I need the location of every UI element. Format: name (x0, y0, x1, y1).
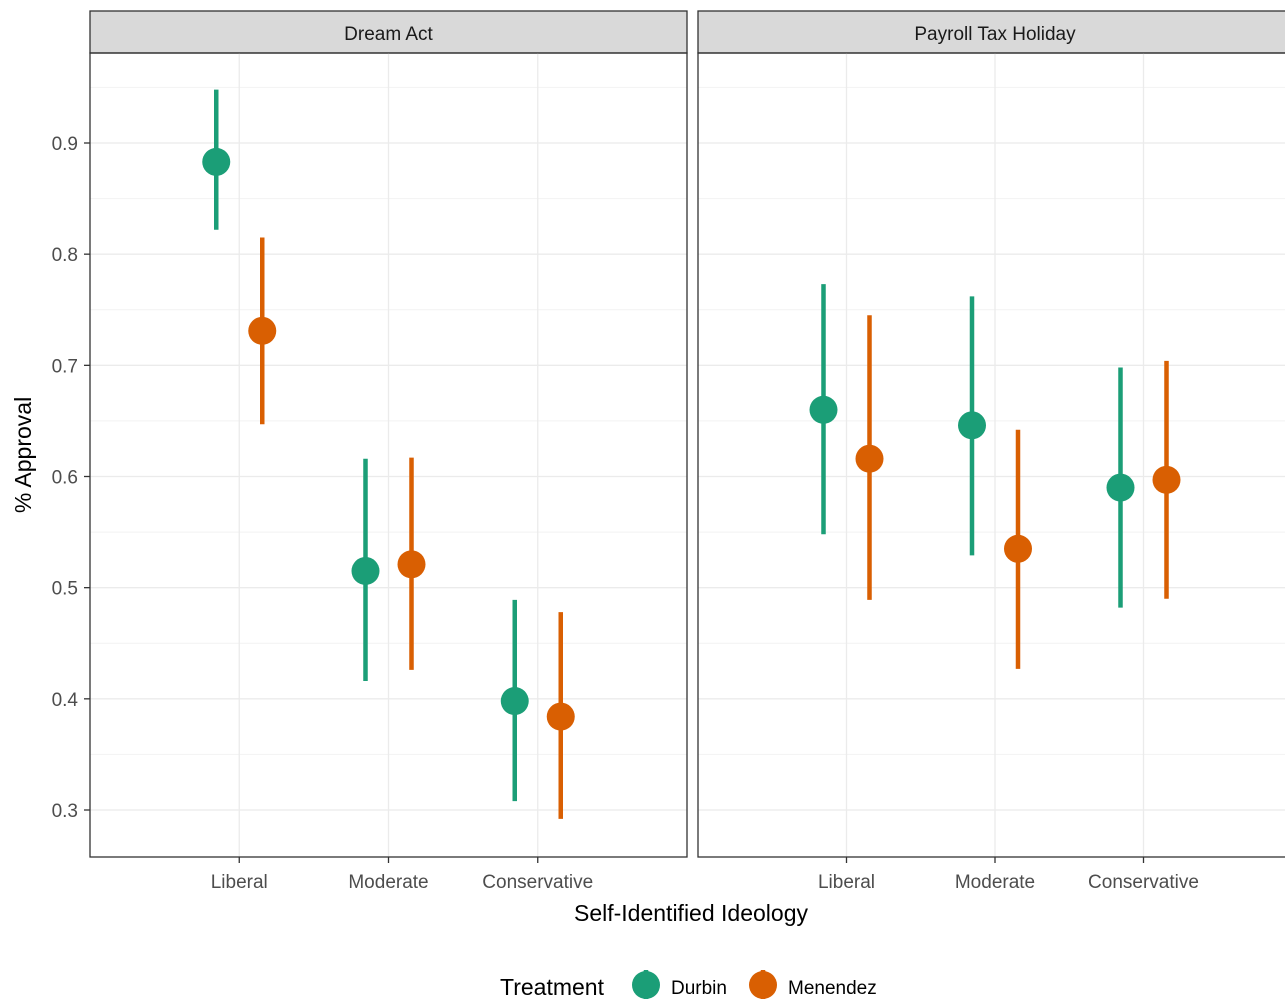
y-tick-label: 0.8 (52, 245, 78, 266)
series-durbin (809, 284, 1135, 608)
y-tick-label: 0.9 (52, 134, 78, 155)
data-point (351, 556, 380, 585)
facet-strip (89, 10, 688, 54)
x-tick-label: Liberal (211, 872, 268, 893)
x-tick-label: Conservative (482, 872, 593, 893)
x-axis-title: Self-Identified Ideology (574, 900, 808, 926)
facet-strip-label: Payroll Tax Holiday (914, 24, 1076, 45)
y-tick-label: 0.4 (52, 690, 79, 711)
legend-key-point (632, 971, 660, 999)
x-tick-label: Moderate (955, 872, 1035, 893)
legend-label: Durbin (671, 978, 727, 999)
data-point (958, 411, 986, 440)
facet-panel-payroll-tax-holiday: Payroll Tax Holiday Liberal Moderate Conser… (697, 10, 1285, 893)
data-point (546, 702, 575, 731)
data-point (1152, 465, 1181, 494)
facet-strip (697, 10, 1285, 54)
series-durbin (202, 89, 529, 802)
legend-title: Treatment (500, 974, 605, 999)
legend: Treatment Durbin Menendez (500, 970, 877, 999)
data-point (500, 687, 529, 716)
legend-label: Menendez (788, 978, 877, 999)
y-tick-label: 0.3 (52, 801, 78, 822)
data-point (397, 550, 426, 579)
legend-entry-menendez: Menendez (749, 970, 877, 999)
facet-strip-label: Dream Act (344, 24, 433, 45)
data-point (202, 147, 231, 176)
x-tick-label: Conservative (1088, 872, 1199, 893)
data-point (1004, 534, 1032, 563)
data-point (1106, 473, 1135, 502)
data-point (855, 444, 884, 473)
y-tick-label: 0.7 (52, 356, 78, 377)
x-tick-label: Moderate (348, 872, 428, 893)
y-tick-label: 0.5 (52, 579, 78, 600)
legend-key-point (749, 971, 777, 999)
y-axis: 0.3 0.4 0.5 0.6 0.7 0.8 0.9 (52, 134, 90, 822)
data-point (809, 395, 838, 424)
panel-border (697, 52, 1285, 858)
facet-panel-dream-act: Dream Act Liberal Moderate Conservative (89, 10, 688, 893)
legend-entry-durbin: Durbin (632, 970, 727, 999)
y-axis-title: % Approval (10, 397, 36, 513)
data-point (248, 316, 277, 345)
series-menendez (248, 237, 575, 819)
x-tick-label: Liberal (818, 872, 875, 893)
series-menendez (855, 315, 1181, 669)
y-tick-label: 0.6 (52, 468, 78, 489)
